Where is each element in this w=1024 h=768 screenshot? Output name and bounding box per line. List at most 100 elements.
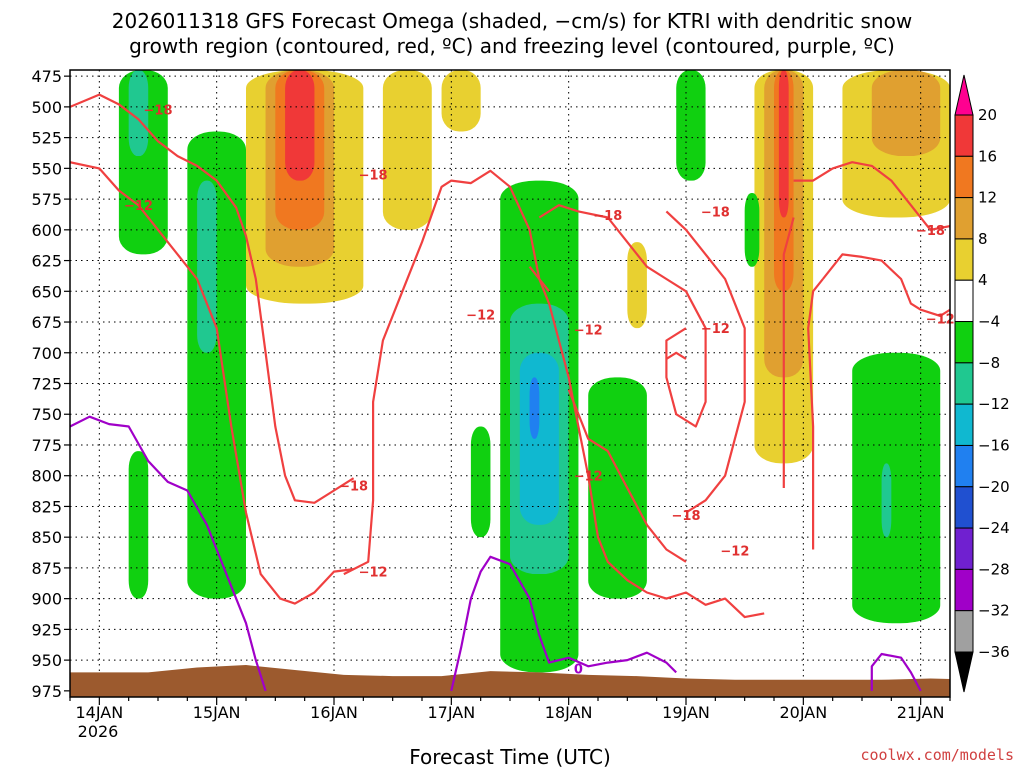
omega-region-31 (470, 426, 491, 538)
colorbar-top-arrow (954, 74, 974, 116)
contour-label-13: −18 (916, 224, 945, 239)
colorbar-label-11: −28 (978, 560, 1010, 578)
omega-region-24 (529, 377, 540, 439)
omega-region-25 (588, 377, 647, 599)
omega-region-20 (128, 451, 149, 599)
contour-line-1 (70, 161, 354, 605)
x-axis-time: 14JAN 15JAN 16JAN 17JAN 18JAN 19JAN 20JAN 21JAN (69, 697, 951, 722)
y-tick-label-9: 700 (31, 344, 62, 363)
surface-terrain (70, 665, 950, 697)
chart-title-line2: growth region (contoured, red, ºC) and f… (129, 34, 895, 58)
omega-region-17 (128, 70, 149, 157)
colorbar-segment-12 (954, 610, 974, 653)
y-tick-label-0: 475 (31, 67, 62, 86)
contour-label-3: −18 (339, 480, 368, 495)
contour-line-0 (70, 93, 355, 504)
y-tick-label-19: 950 (31, 651, 62, 670)
colorbar-segment-11 (954, 568, 974, 612)
y-tick-label-13: 800 (31, 467, 62, 486)
x-tick-label-6: 20JAN (779, 703, 827, 722)
y-tick-label-4: 575 (31, 190, 62, 209)
x-tick-label-7: 21JAN (897, 703, 945, 722)
y-tick-label-14: 825 (31, 497, 62, 516)
y-axis-pressure: 475 500 525 550 575 600 625 650 675 700 725 750 775 8… (31, 67, 70, 701)
colorbar-label-10: −24 (978, 519, 1010, 537)
contour-lines (70, 93, 1024, 692)
colorbar-label-13: −36 (978, 643, 1010, 661)
contour-label-12: −12 (720, 545, 749, 560)
omega-region-27 (852, 352, 941, 624)
omega-region-9 (778, 70, 789, 218)
y-tick-label-3: 550 (31, 159, 62, 178)
contour-label-9: −18 (701, 205, 730, 220)
colorbar-segment-8 (954, 444, 974, 488)
contour-line-7 (665, 210, 746, 514)
colorbar-label-8: −16 (978, 436, 1010, 454)
contour-line-15 (989, 672, 1024, 691)
colorbar-label-3: 8 (978, 230, 988, 248)
contour-line-8 (782, 217, 795, 488)
contour-line-5 (567, 389, 687, 563)
y-tick-label-17: 900 (31, 590, 62, 609)
y-tick-label-11: 750 (31, 405, 62, 424)
omega-region-28 (881, 463, 892, 538)
x-axis-year-label: 2026 (78, 722, 119, 741)
y-tick-label-2: 525 (31, 129, 62, 148)
contour-line-14 (870, 652, 922, 692)
omega-region-19 (197, 180, 217, 353)
y-tick-label-16: 875 (31, 559, 62, 578)
omega-region-11 (871, 70, 941, 157)
y-tick-label-15: 850 (31, 528, 62, 547)
omega-region-26 (676, 70, 706, 181)
y-tick-label-18: 925 (31, 620, 62, 639)
x-tick-label-5: 19JAN (662, 703, 710, 722)
contour-label-14: −12 (926, 312, 955, 327)
contour-label-10: −12 (701, 322, 730, 337)
chart-title-line1: 2026011318 GFS Forecast Omega (shaded, −… (112, 9, 912, 33)
colorbar-segment-10 (954, 527, 974, 570)
contour-line-10 (793, 161, 950, 231)
colorbar-label-4: 4 (978, 271, 988, 289)
x-tick-label-1: 15JAN (193, 703, 241, 722)
contour-line-12 (70, 415, 267, 692)
contour-line-9 (807, 278, 824, 550)
omega-region-5 (441, 70, 481, 132)
colorbar-segment-3 (954, 238, 974, 281)
plot-area: −18 −12 −18 −18 −12 −12 −18 −12 −12 −18 −12 −18 −12 −… (69, 69, 1024, 698)
x-axis-label: Forecast Time (UTC) (409, 745, 611, 768)
contour-line-6 (665, 351, 687, 360)
x-tick-label-4: 18JAN (545, 703, 593, 722)
credit-text: coolwx.com/models (860, 746, 1014, 764)
colorbar-segment-0 (954, 114, 974, 157)
y-tick-label-10: 725 (31, 375, 62, 394)
contour-line-4 (538, 204, 707, 428)
colorbar-label-9: −20 (978, 478, 1010, 496)
colorbar-segment-2 (954, 197, 974, 240)
colorbar: 20 16 12 8 4 −4 −8 −12 −16 −20 −24 −28 −32 −36 (954, 74, 1010, 693)
colorbar-label-7: −12 (978, 395, 1010, 413)
omega-region-3 (285, 70, 315, 181)
omega-region-23 (519, 352, 559, 525)
omega-region-15 (627, 242, 647, 329)
y-tick-label-5: 600 (31, 221, 62, 240)
colorbar-segment-1 (954, 155, 974, 199)
omega-region-12 (989, 70, 1024, 291)
omega-region-4 (382, 70, 432, 230)
contour-label-2: −18 (359, 169, 388, 184)
colorbar-segment-5 (954, 321, 974, 364)
colorbar-label-0: 20 (978, 106, 997, 124)
contour-label-11: −18 (672, 509, 701, 524)
y-tick-label-7: 650 (31, 282, 62, 301)
colorbar-label-6: −8 (978, 354, 1000, 372)
contour-label-6: −18 (593, 209, 622, 224)
contour-line-13 (450, 555, 677, 692)
contour-label-8: −12 (574, 470, 603, 485)
x-tick-label-0: 14JAN (75, 703, 123, 722)
colorbar-segment-9 (954, 486, 974, 529)
colorbar-label-5: −4 (978, 313, 1000, 331)
terrain-fill (70, 665, 950, 697)
y-tick-label-8: 675 (31, 313, 62, 332)
contour-labels: −18 −12 −18 −18 −12 −12 −18 −12 −12 −18 −12 −18 −12 −… (124, 103, 955, 677)
y-tick-label-1: 500 (31, 98, 62, 117)
